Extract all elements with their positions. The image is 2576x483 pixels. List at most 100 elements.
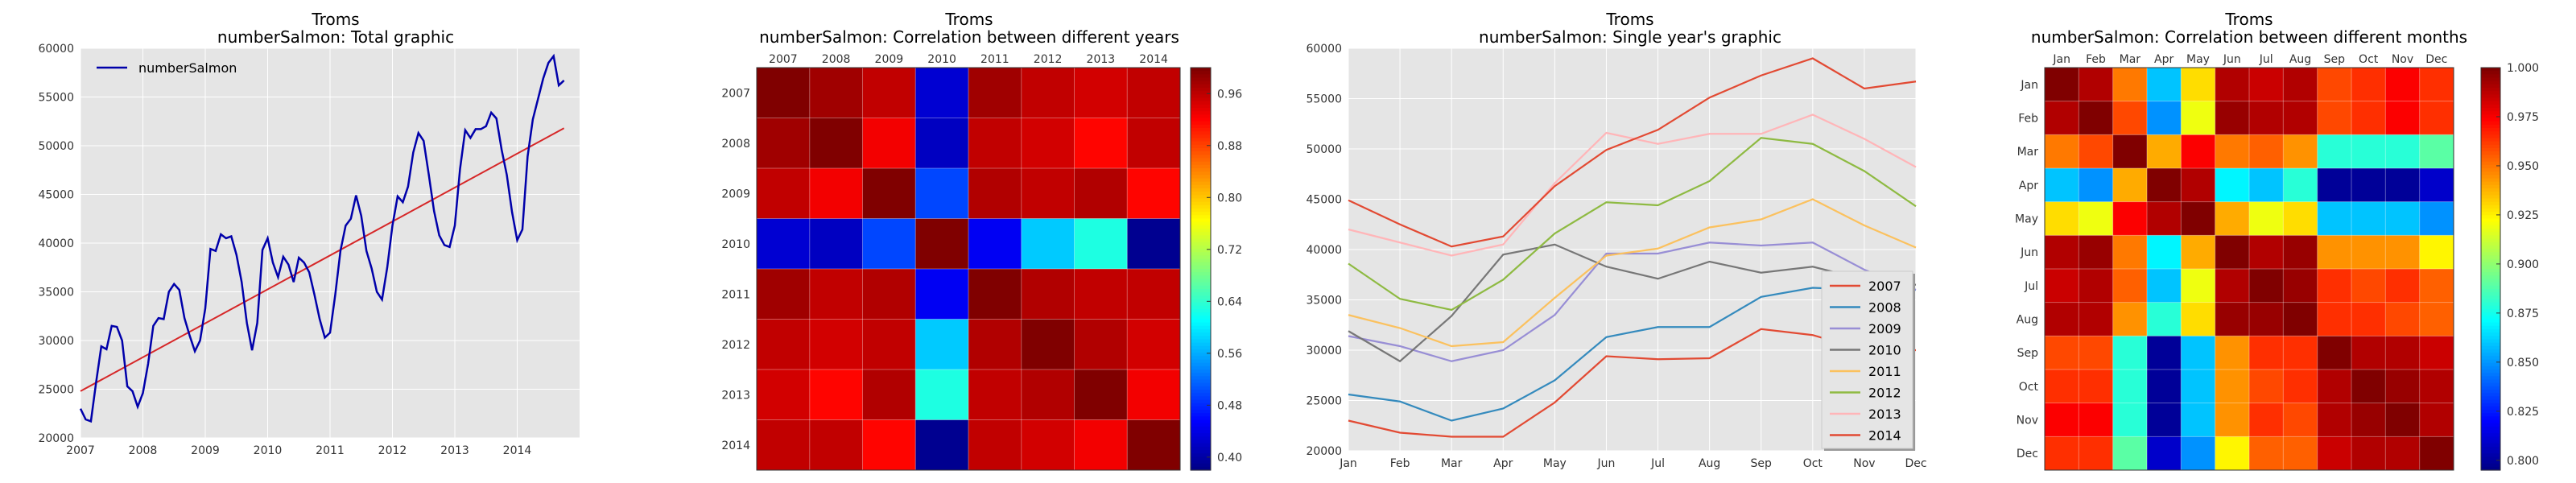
colorbar-segment <box>2481 255 2500 260</box>
heatmap-cell <box>2079 235 2114 270</box>
colorbar-segment <box>2481 382 2500 387</box>
colorbar-segment <box>1191 101 1211 105</box>
total-graphic-chart: Troms numberSalmon: Total graphic 200002… <box>38 10 580 457</box>
colorbar-segment <box>2481 433 2500 437</box>
heatmap-cell <box>2079 302 2114 336</box>
heatmap-cell <box>2283 302 2318 336</box>
x-tick-label: Jul <box>1650 457 1665 470</box>
y-tick-label: 55000 <box>1306 93 1342 106</box>
heatmap-cell <box>2181 269 2216 303</box>
colorbar-tick-label: 0.88 <box>1217 140 1242 153</box>
heatmap-cell <box>2385 235 2421 270</box>
colorbar-segment <box>2481 262 2500 266</box>
colorbar-segment <box>1191 365 1211 370</box>
row-label: 2011 <box>721 288 750 301</box>
heatmap-cell <box>2283 235 2318 270</box>
heatmap-cell <box>2147 269 2182 303</box>
colorbar-segment <box>2481 68 2500 72</box>
colorbar-segment <box>1191 319 1211 324</box>
heatmap-cell <box>2045 369 2079 404</box>
series-line-2009 <box>1348 242 1917 362</box>
heatmap-cell <box>2215 269 2250 303</box>
heatmap-cell <box>2045 269 2079 303</box>
colorbar-segment <box>1191 221 1211 226</box>
colorbar-segment <box>2481 201 2500 206</box>
heatmap-cell <box>2045 336 2079 370</box>
colorbar-segment <box>1191 201 1211 206</box>
colorbar-segment <box>2481 108 2500 112</box>
colorbar-segment <box>1191 262 1211 266</box>
colorbar-segment <box>1191 218 1211 223</box>
colorbar-segment <box>2481 356 2500 361</box>
heatmap-cell <box>2045 436 2079 471</box>
column-label: Sep <box>2324 53 2346 66</box>
colorbar-segment <box>1191 379 1211 384</box>
colorbar-segment <box>1191 282 1211 287</box>
colorbar-segment <box>2481 91 2500 95</box>
heatmap-cell <box>2079 369 2114 404</box>
chart-1-subtitle: numberSalmon: Total graphic <box>217 27 454 47</box>
row-label: Jan <box>2020 79 2038 92</box>
column-label: 2010 <box>927 53 956 66</box>
colorbar-segment <box>1191 453 1211 457</box>
heatmap-cell <box>2079 436 2114 471</box>
heatmap-cell <box>915 168 969 219</box>
heatmap-cell <box>2079 402 2114 437</box>
column-label: Apr <box>2154 53 2174 66</box>
heatmap-cell <box>968 369 1022 420</box>
heatmap-cell <box>2249 101 2284 135</box>
colorbar-segment <box>1191 295 1211 300</box>
y-tick-label: 25000 <box>1306 395 1342 408</box>
colorbar-segment <box>1191 446 1211 451</box>
heatmap-cell <box>1021 269 1075 320</box>
colorbar-segment <box>2481 208 2500 213</box>
row-label: 2013 <box>721 389 750 402</box>
colorbar-segment <box>2481 97 2500 102</box>
colorbar-segment <box>2481 282 2500 287</box>
heatmap-cell <box>2112 134 2148 169</box>
column-label: Nov <box>2392 53 2413 66</box>
chart-2-subtitle: numberSalmon: Correlation between differ… <box>759 27 1179 47</box>
colorbar-tick-label: 0.48 <box>1217 399 1242 412</box>
column-label: 2007 <box>769 53 798 66</box>
colorbar-segment <box>2481 232 2500 236</box>
heatmap-cell <box>2385 436 2421 471</box>
series-line-2014 <box>1348 57 1917 248</box>
colorbar-segment <box>2481 229 2500 233</box>
chart-2-title: Troms <box>944 10 993 29</box>
colorbar-segment <box>1191 168 1211 172</box>
colorbar-segment <box>1191 390 1211 394</box>
heatmap-cell <box>2112 68 2148 102</box>
colorbar-segment <box>1191 433 1211 437</box>
colorbar-segment <box>1191 212 1211 216</box>
colorbar-segment <box>2481 349 2500 353</box>
heatmap-cell <box>915 319 969 370</box>
colorbar-segment <box>1191 108 1211 112</box>
colorbar-segment <box>1191 77 1211 82</box>
heatmap-cell <box>2283 369 2318 404</box>
colorbar-segment <box>2481 362 2500 367</box>
colorbar-segment <box>2481 299 2500 303</box>
colorbar-segment <box>2481 269 2500 273</box>
row-label: Mar <box>2017 146 2039 159</box>
colorbar-segment <box>2481 376 2500 381</box>
row-label: May <box>2015 213 2038 226</box>
row-label: Feb <box>2018 113 2038 126</box>
heatmap-cell <box>1021 118 1075 169</box>
heatmap-cell <box>2351 134 2386 169</box>
column-label: Mar <box>2120 53 2141 66</box>
heatmap-cell <box>2317 436 2352 471</box>
colorbar-segment <box>2481 463 2500 468</box>
colorbar-segment <box>2481 295 2500 300</box>
colorbar-segment <box>1191 195 1211 200</box>
legend-label: 2010 <box>1868 343 1901 358</box>
heatmap-cell <box>862 369 916 420</box>
colorbar-segment <box>2481 373 2500 377</box>
heatmap-cell <box>915 218 969 270</box>
row-label: Oct <box>2019 381 2039 394</box>
heatmap-cell <box>2351 336 2386 370</box>
colorbar-segment <box>2481 292 2500 296</box>
heatmap-cell <box>757 269 811 320</box>
colorbar-segment <box>1191 419 1211 424</box>
y-tick-label: 45000 <box>38 189 74 202</box>
